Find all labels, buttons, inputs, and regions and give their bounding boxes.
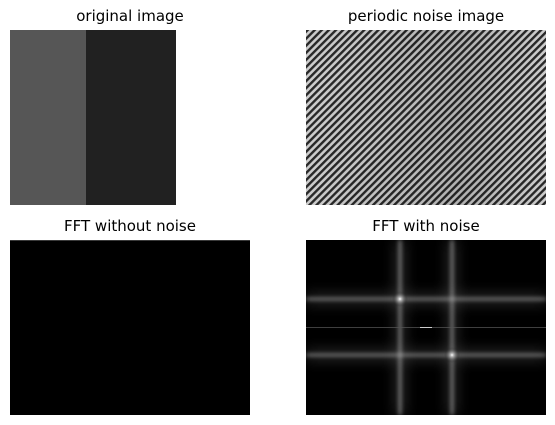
periodic-noise-image xyxy=(306,30,546,205)
original-image-title: original image xyxy=(76,7,184,25)
fft-with-noise-title: FFT with noise xyxy=(372,217,480,235)
fft-without-noise-title: FFT without noise xyxy=(64,217,196,235)
fft-without-noise-image xyxy=(10,240,250,415)
periodic-noise-image-title: periodic noise image xyxy=(347,7,505,25)
fft-peak-upper xyxy=(392,291,408,307)
fft-with-noise-image xyxy=(306,240,546,415)
fft-peak-lower xyxy=(444,347,460,363)
original-image xyxy=(10,30,176,205)
fft-without-noise-svg xyxy=(10,240,250,415)
fft-with-noise-svg xyxy=(306,240,546,415)
underlying-image-shading xyxy=(306,30,546,205)
original-image-left-region xyxy=(10,30,86,205)
periodic-noise-svg xyxy=(306,30,546,205)
original-image-right-region xyxy=(86,30,176,205)
